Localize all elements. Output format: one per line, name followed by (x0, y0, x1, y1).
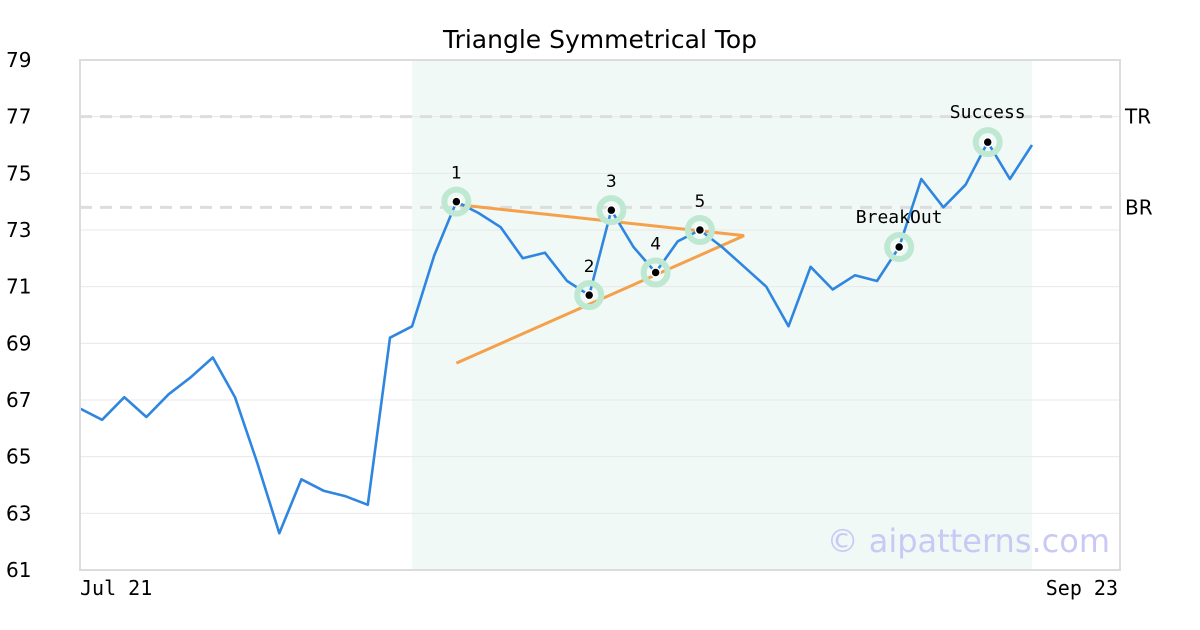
point-marker-success (982, 136, 993, 148)
y-tick-label: 71 (6, 275, 31, 299)
y-tick-label: 77 (6, 105, 31, 129)
y-tick-label: 73 (6, 218, 31, 242)
y-tick-label: 65 (6, 445, 31, 469)
point-halo-4 (640, 257, 671, 288)
point-marker-2 (583, 289, 595, 301)
point-label-breakout: BreakOut (856, 207, 943, 228)
point-marker-1 (451, 196, 462, 207)
point-marker-4 (650, 267, 661, 278)
x-tick-label-start: Jul 21 (80, 576, 152, 600)
watermark: © aipatterns.com (827, 522, 1110, 560)
reference-label-tr: TR (1124, 105, 1151, 129)
point-halo-3 (596, 195, 627, 226)
point-label-4: 4 (650, 235, 661, 255)
point-halo-success (972, 127, 1003, 158)
y-tick-label: 61 (6, 558, 31, 582)
y-tick-label: 75 (6, 161, 31, 185)
point-label-1: 1 (451, 164, 462, 184)
point-label-success: Success (950, 102, 1026, 123)
x-tick-label-end: Sep 23 (1046, 576, 1118, 600)
pattern-points: 1 2 3 4 5 BreakOut Success (441, 102, 1026, 311)
y-tick-label: 63 (6, 501, 31, 525)
point-marker-5 (694, 224, 706, 236)
y-axis-ticks: 61 63 65 67 69 71 73 75 77 79 (6, 48, 31, 582)
y-tick-label: 69 (6, 331, 31, 355)
reference-label-br: BR (1125, 195, 1153, 219)
point-halo-5 (684, 215, 715, 245)
chart-title: Triangle Symmetrical Top (442, 25, 757, 54)
point-label-2: 2 (584, 257, 595, 277)
pattern-highlight-region (412, 60, 1032, 570)
y-tick-label: 79 (6, 48, 31, 72)
point-halo-breakout (884, 232, 915, 262)
point-marker-breakout (893, 241, 905, 253)
plot-frame (79, 59, 1121, 571)
y-tick-label: 67 (6, 388, 31, 412)
point-label-5: 5 (694, 192, 705, 212)
point-halo-1 (441, 186, 472, 217)
price-series-line (79, 140, 1034, 535)
point-marker-3 (606, 204, 617, 216)
point-halo-2 (574, 280, 605, 311)
point-label-3: 3 (606, 172, 617, 192)
